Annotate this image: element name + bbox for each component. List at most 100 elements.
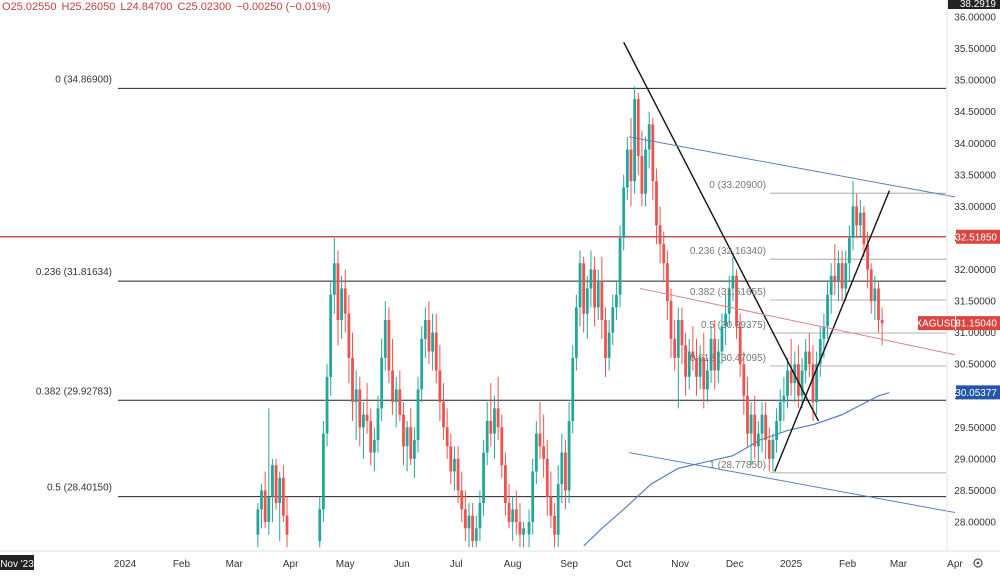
moving-average-line [583,392,890,547]
settings-icon-center [976,561,980,565]
candle-body [478,503,482,529]
downtrend-line [623,41,820,422]
time-tick-label: Apr [947,559,963,570]
candle-body [625,149,629,188]
candle-body [600,282,604,320]
candle-body [855,206,859,226]
lower-channel-line [629,452,956,514]
settings-icon[interactable] [973,558,983,568]
candle-body [482,452,485,504]
candle-body [343,288,347,314]
candle-body [409,427,413,459]
candle-body [815,364,819,403]
candle-body [398,389,402,415]
price-tick-label: 31.50000 [954,297,996,308]
trend-lines [623,41,956,514]
price-badge-value: 32.51850 [955,232,997,243]
candle-body [556,484,560,535]
candle-body [260,490,263,510]
candle-body [840,263,844,289]
candle-body [325,376,329,434]
candle-body [658,225,662,245]
candle-body [531,471,535,522]
time-axis[interactable]: Nov '23 2024 Feb Mar Apr May Jun Jul Aug Sep Oct No… [0,550,1000,570]
candle-body [394,389,398,403]
fib-retracement-label: 0.5 (30.99375) [701,320,766,331]
candle-body [474,528,478,541]
symbol-badge [918,316,955,331]
candle-body [256,509,260,535]
candle-body [420,338,424,390]
time-tick-label: Nov '23 [0,559,34,570]
candle-body [782,395,786,403]
time-tick-label: 2025 [780,559,803,570]
price-tick-label: 28.00000 [954,518,996,529]
candle-body [633,99,637,182]
candle-body [456,458,460,491]
fib-retracement-label: 0.618 (30.47095) [690,353,766,364]
uptrend-line [774,190,891,472]
candle-body [647,124,651,150]
candle-body [383,320,387,358]
upper-channel-line [629,136,956,198]
price-tick-label: 35.00000 [954,76,996,87]
candle-body [702,357,706,390]
candle-body [673,338,677,358]
candle-body [589,269,593,289]
candle-body [771,439,775,459]
candle-body [706,370,709,390]
time-tick-label: Apr [283,559,299,570]
price-tick-label: 34.50000 [954,107,996,118]
candle-body [720,326,724,352]
fib-level-label: 0.382 (29.92783) [36,386,112,397]
ohlc-close: C25.02300 [177,1,232,13]
candle-body [596,282,600,308]
candle-body [423,320,427,339]
candle-body [564,452,567,491]
candle-body [413,439,416,459]
candle-body [278,477,282,504]
candle-body [844,263,848,289]
candle-body [471,515,475,541]
candle-body [358,389,362,428]
candle-body [402,414,405,447]
candle-body [527,522,531,535]
candle-body [416,389,420,440]
candle-body [687,351,691,377]
candle-body [380,357,384,409]
candle-body [571,357,575,421]
candle-body [427,320,431,352]
time-tick-label: Feb [839,559,857,570]
candle-body [534,433,538,472]
candle-body [553,515,556,535]
candle-body [318,509,322,541]
candle-body [738,326,742,365]
candle-body [724,313,728,327]
candle-body [493,408,496,434]
settings-icon-ring [973,558,983,568]
price-tick-label: 30.50000 [954,360,996,371]
ohlc-change: −0.00250 (−0.01%) [236,1,331,13]
candle-body [764,414,768,440]
price-badge [956,316,1000,331]
candle-body [797,364,800,396]
candle-body [485,421,489,453]
fib-level-label: 0.5 (28.40150) [47,483,112,494]
candle-body [811,364,815,403]
candle-body [775,421,778,440]
candle-body [800,370,804,396]
candle-body [549,496,553,516]
candle-body [391,370,394,403]
candle-body [567,421,571,491]
level-labels: 0 (34.86900) 0.236 (31.81634) 0.382 (29.92… [36,74,766,493]
time-tick-label: Sep [560,559,578,570]
candle-body [507,503,511,522]
time-tick-label: Oct [616,559,632,570]
candle-body [449,446,453,472]
time-tick-label: Jun [394,559,410,570]
candle-body [727,288,731,314]
price-tick-label: 33.50000 [954,170,996,181]
candle-body [369,421,373,453]
